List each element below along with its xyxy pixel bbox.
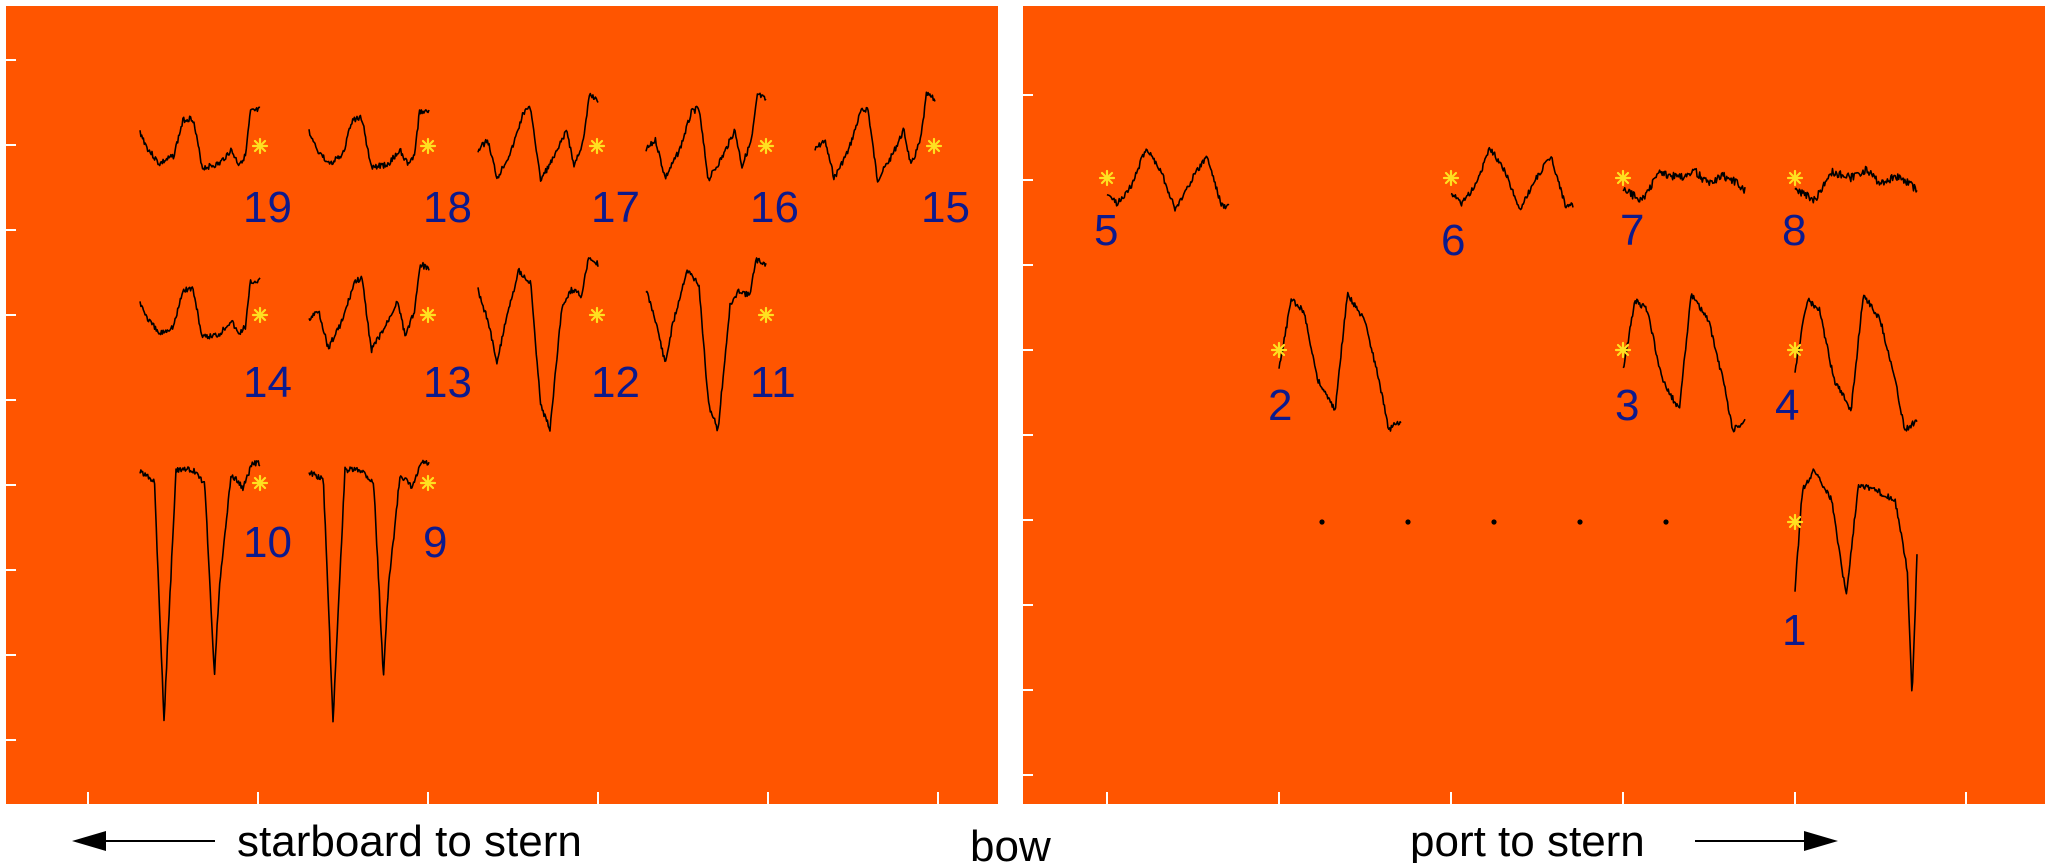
sensor-trace (645, 92, 767, 182)
sensor-marker-icon (251, 474, 269, 492)
starboard-panel-background (6, 6, 998, 804)
sensor-label: 1 (1782, 606, 1806, 655)
sensor-5: 5 (1094, 148, 1230, 255)
sensor-marker-icon (1442, 169, 1460, 187)
spacer-dot (1319, 519, 1325, 525)
sensor-2: 2 (1268, 291, 1402, 432)
sensor-trace (1450, 146, 1574, 211)
sensor-trace (308, 459, 430, 723)
sensor-6: 6 (1441, 146, 1574, 265)
left-arrow-icon (72, 831, 106, 851)
sensor-19: 19 (139, 106, 292, 232)
sensor-label: 16 (750, 183, 799, 232)
port-caption-group: port to stern (1410, 817, 1838, 863)
sensor-18: 18 (308, 109, 472, 232)
spacer-dots (1319, 519, 1669, 525)
port-traces: 5 6 7 8 2 3 4 1 (1094, 146, 1918, 692)
sensor-label: 13 (423, 358, 472, 407)
sensor-marker-icon (588, 137, 606, 155)
right-arrow-icon (1804, 831, 1838, 851)
sensor-trace (1278, 291, 1402, 432)
port-panel-ticks (1023, 94, 1967, 804)
sensor-marker-icon (1786, 169, 1804, 187)
sensor-label: 15 (921, 183, 970, 232)
sensor-marker-icon (1614, 169, 1632, 187)
sensor-16: 16 (645, 92, 799, 232)
sensor-marker-icon (419, 474, 437, 492)
port-panel-background (1023, 6, 2045, 804)
sensor-trace (1794, 468, 1918, 692)
sensor-marker-icon (419, 137, 437, 155)
sensor-marker-icon (1270, 341, 1288, 359)
sensor-label: 6 (1441, 216, 1465, 265)
sensor-trace (477, 92, 599, 182)
sensor-11: 11 (645, 257, 796, 432)
sensor-marker-icon (1786, 513, 1804, 531)
starboard-panel: 19 18 17 16 15 14 13 12 11 10 9 (6, 6, 998, 804)
sensor-marker-icon (1786, 341, 1804, 359)
sensor-trace (1794, 294, 1918, 432)
sensor-17: 17 (477, 92, 640, 232)
sensor-trace (1622, 293, 1746, 433)
sensor-trace (1106, 148, 1230, 212)
sensor-trace (139, 277, 261, 340)
starboard-panel-ticks (6, 59, 939, 804)
sensor-12: 12 (477, 257, 640, 432)
sensor-13: 13 (308, 261, 472, 407)
port-panel: 5 6 7 8 2 3 4 1 (1023, 6, 2045, 804)
sensor-label: 12 (591, 358, 640, 407)
sensor-9: 9 (308, 459, 447, 723)
sensor-7: 7 (1614, 167, 1746, 255)
sensor-marker-icon (1098, 169, 1116, 187)
sensor-trace (645, 257, 767, 432)
sensor-marker-icon (251, 137, 269, 155)
sensor-label: 9 (423, 518, 447, 567)
sensor-marker-icon (757, 137, 775, 155)
spacer-dot (1405, 519, 1411, 525)
sensor-8: 8 (1782, 165, 1918, 255)
sensor-4: 4 (1775, 294, 1918, 432)
sensor-label: 17 (591, 183, 640, 232)
sensor-trace (139, 106, 261, 171)
sensor-label: 4 (1775, 381, 1799, 430)
spacer-dot (1577, 519, 1583, 525)
sensor-marker-icon (1614, 341, 1632, 359)
sensor-label: 2 (1268, 381, 1292, 430)
sensor-trace (1622, 167, 1746, 203)
sensor-1: 1 (1782, 468, 1918, 692)
spacer-dot (1663, 519, 1669, 525)
sensor-marker-icon (251, 306, 269, 324)
sensor-label: 8 (1782, 206, 1806, 255)
sensor-trace (308, 261, 430, 354)
sensor-10: 10 (139, 460, 292, 722)
sensor-label: 10 (243, 518, 292, 567)
sensor-label: 14 (243, 358, 292, 407)
sensor-14: 14 (139, 277, 292, 407)
sensor-marker-icon (419, 306, 437, 324)
sensor-trace (1794, 165, 1918, 204)
sensor-15: 15 (814, 91, 970, 232)
sensor-trace (139, 460, 261, 722)
starboard-caption: starboard to stern (237, 817, 582, 863)
port-caption: port to stern (1410, 817, 1645, 863)
sensor-label: 5 (1094, 206, 1118, 255)
sensor-label: 7 (1620, 206, 1644, 255)
sensor-trace (814, 91, 936, 183)
sensor-label: 18 (423, 183, 472, 232)
sensor-label: 19 (243, 183, 292, 232)
sensor-trace (308, 109, 430, 170)
sensor-label: 11 (750, 358, 796, 407)
bow-caption: bow (970, 822, 1051, 863)
sensor-label: 3 (1615, 381, 1639, 430)
sensor-marker-icon (925, 137, 943, 155)
spacer-dot (1491, 519, 1497, 525)
starboard-caption-group: starboard to stern (72, 817, 582, 863)
sensor-trace (477, 257, 599, 432)
sensor-marker-icon (757, 306, 775, 324)
sensor-marker-icon (588, 306, 606, 324)
starboard-traces: 19 18 17 16 15 14 13 12 11 10 9 (139, 91, 970, 723)
sensor-3: 3 (1614, 293, 1746, 433)
